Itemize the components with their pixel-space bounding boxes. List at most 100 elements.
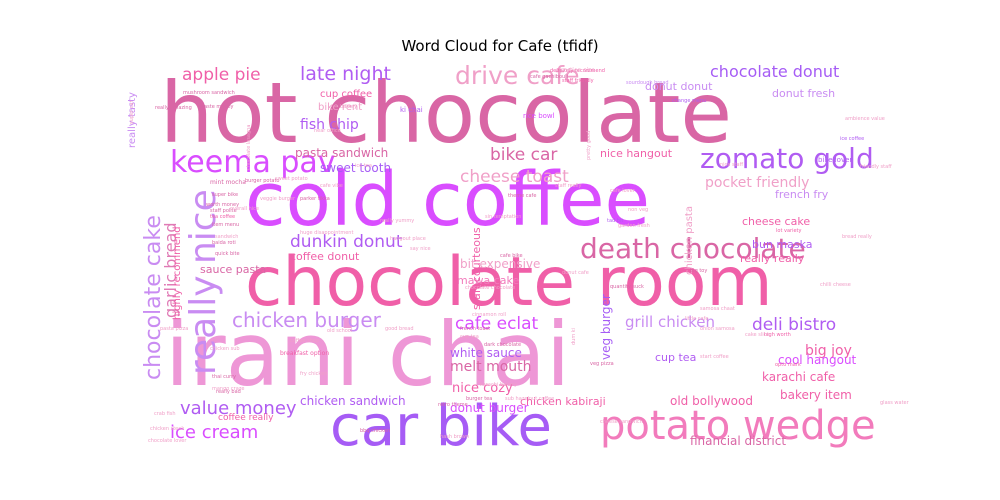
word-garden-fresh: garden fresh [618, 223, 650, 229]
word-chicken-kabiraji: chicken kabiraji [520, 395, 606, 408]
word-chocolate-room: chocolate room [245, 243, 773, 322]
word-really-amazing: really amazing [155, 105, 192, 111]
word-glass-water: glass water [880, 400, 910, 406]
word-pocket-friendly: pocket friendly [705, 175, 809, 191]
word-opto-mark: opto mark [775, 362, 801, 368]
word-potato-wedge: potato wedge [600, 403, 876, 449]
word-irani-chai: irani chai [165, 303, 570, 406]
word-baida-roti: baida roti [212, 240, 236, 246]
word-bike-rent: bike rent [318, 102, 362, 113]
word-chicken-sandwich: chicken sandwich [300, 394, 406, 408]
word-bit-expensive: bit expensive [460, 257, 540, 271]
word-drive-cafe: drive cafe [455, 61, 579, 90]
word-non-veg: non veg [628, 207, 648, 213]
word-veg-burger: veg burger [599, 294, 613, 360]
word-really-nice: really nice [183, 189, 224, 375]
word-crab-fish: crab fish [154, 411, 176, 417]
word-portion-size: portion size [560, 67, 595, 74]
word-super-car: super car [129, 100, 135, 124]
word-burger-potato: burger potato [245, 178, 279, 184]
word-samosa-chaat: samosa chaat [700, 306, 735, 312]
word-ambience-value: ambience value [845, 116, 885, 122]
word-sweet-potato: sweet potato [275, 176, 308, 182]
word-little-cafe: little cafe [685, 316, 708, 322]
word-cold-coffee: cold coffee [245, 157, 650, 243]
word-staff-really: staff really [555, 183, 582, 189]
word-cake-slice: cake slice [745, 332, 769, 338]
word-grill-chicken: grill chicken [625, 313, 715, 331]
word-death-chocolate: death chocolate [580, 232, 806, 265]
word-big-toy: big toy [690, 268, 707, 274]
word-keema-pav: keema pav [170, 145, 336, 180]
word-apple-pie: apple pie [182, 65, 261, 85]
word-cafe-lover: cafe lover [610, 188, 636, 194]
word-quantity-suck: quantity suck [610, 284, 644, 290]
word-fish-chip: fish chip [300, 117, 359, 133]
word-value-money: value money [180, 398, 297, 419]
word-staff-polite: staff polite [210, 208, 237, 214]
word-ki-chai: ki chai [400, 106, 423, 114]
word-quick-bite: quick bite [215, 251, 240, 257]
word-bread-really: bread really [842, 234, 872, 240]
word-really-yummy: really yummy [380, 218, 414, 224]
word-ice-tea: ice tea [355, 163, 372, 169]
word-tea-coffee: tea coffee [210, 214, 235, 220]
word-cinnamon-roll: cinnamon roll [472, 312, 506, 318]
word-dum-ki: dum ki [571, 328, 577, 345]
word-near-office: near office [314, 128, 341, 134]
word-really-really: really really [740, 252, 805, 265]
word-hash-brown: hash brown [440, 434, 469, 440]
word-chicken-pasta: chicken pasta [684, 206, 695, 275]
word-thai-curry: thai curry [212, 374, 236, 380]
word-late-night: late night [300, 63, 391, 85]
word-definitely-recommend: definitely recommend [550, 68, 605, 74]
word-cup-coffee: cup coffee [320, 89, 372, 100]
word-bun-maska: bun maska [752, 238, 813, 251]
word-staff-friendly: staff friendly [562, 78, 594, 84]
word-chilli-cheese: chilli cheese [820, 282, 851, 288]
word-cafe-vibe: cafe vibe [320, 183, 343, 189]
word-pretty-good: pretty good [586, 131, 592, 160]
word-say-nice: say nice [410, 246, 431, 252]
word-cafe-gachibouli: cafe gachibouli [530, 74, 568, 80]
word-french-fry: french fry [775, 188, 829, 201]
word-karachi-cafe: karachi cafe [762, 370, 835, 384]
word-pasta-sandwich: pasta sandwich [295, 146, 388, 160]
word-veggie-burger: veggie burger [260, 196, 296, 202]
word-chicken-steak: chicken steak [150, 426, 184, 432]
word-big-joy: big joy [805, 343, 852, 359]
word-coffee-donut: coffee donut [290, 250, 360, 263]
word-chocolate-chocolate: chocolate chocolate [465, 285, 515, 291]
word-coffee-shop: coffee shop [290, 338, 319, 344]
word-pasta-pizza: pasta pizza [160, 326, 188, 332]
word-chocolate-cake: chocolate cake [141, 215, 166, 380]
word-change-menu: change menu [672, 98, 706, 104]
word-mango-craze: mango craze [212, 386, 245, 392]
word-melt-mouth: melt mouth [450, 359, 532, 375]
word-ice-coffee: ice coffee [840, 136, 864, 142]
word-rice-bowl: rice bowl [523, 112, 555, 120]
word-waste-money: waste money [200, 104, 234, 110]
word-nice-staff: nice staff [720, 162, 744, 168]
word-hot-chocolate: hot chocolate [160, 64, 732, 162]
word-garlic-bread: garlic bread [161, 223, 180, 319]
word-cheese-sandwich: cheese sandwich [600, 419, 643, 425]
word-ice-cream: ice cream [170, 422, 258, 443]
word-chocolate-lasagna: chocolate lasagna [246, 125, 252, 170]
word-cup-tea: cup tea [655, 351, 696, 364]
word-nice-hangout: nice hangout [600, 147, 673, 160]
word-bbq-chicken: bbq chicken [360, 428, 390, 434]
word-sweet-tooth: sweet tooth [320, 161, 391, 175]
word-nice-cozy: nice cozy [452, 381, 513, 396]
word-fry-chicken: fry chicken [300, 371, 327, 377]
word-white-sauce: white sauce [450, 346, 522, 360]
word-staff-courteous: staff courteous [470, 227, 483, 310]
word-cafe-eclat: cafe eclat [455, 314, 539, 334]
word-old-school: old school [327, 328, 352, 334]
word-breakfast-option: breakfast option [280, 350, 329, 357]
word-item-menu: item menu [212, 222, 239, 228]
word-friendly-staff: friendly staff [860, 164, 892, 170]
word-onion-samosa: onion samosa [700, 326, 735, 332]
word-bakery-item: bakery item [780, 388, 852, 402]
